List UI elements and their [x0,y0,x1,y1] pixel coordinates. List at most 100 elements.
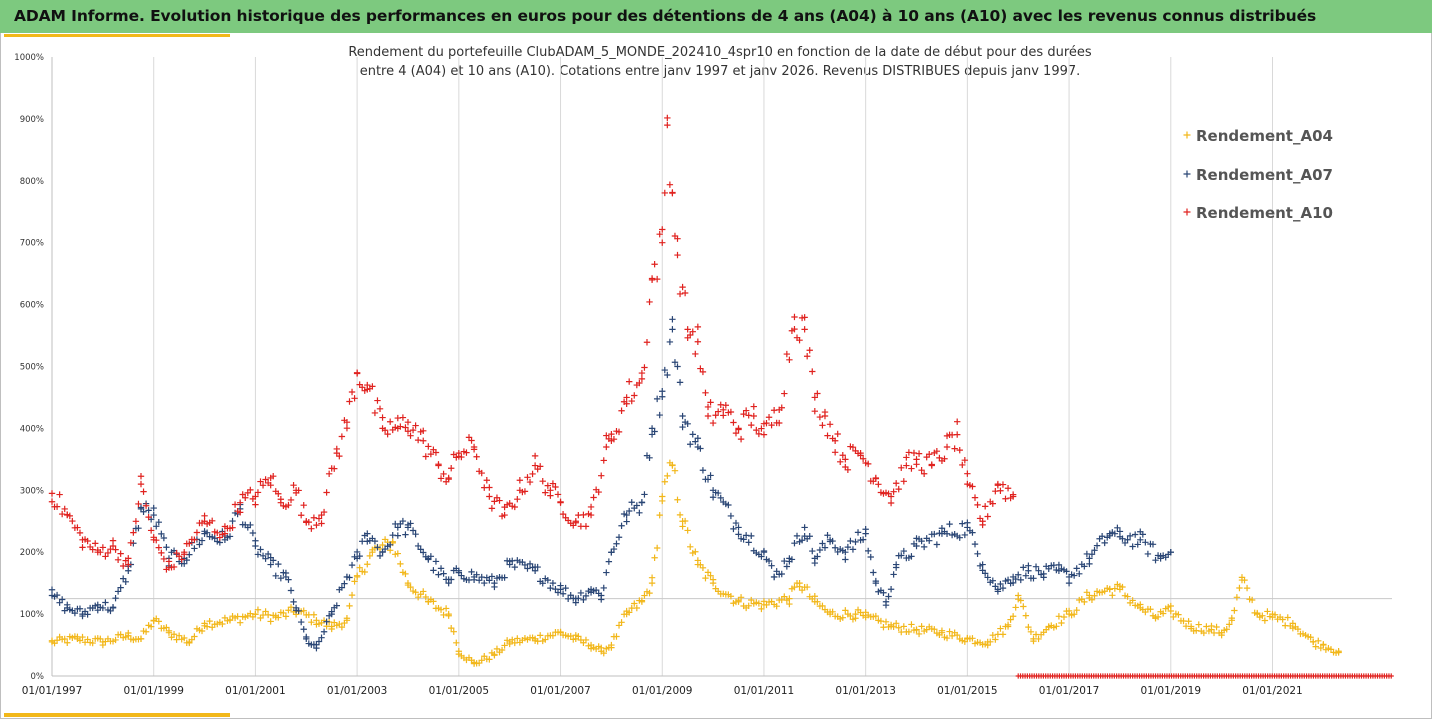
marker-rendement-a10 [74,524,81,531]
marker-rendement-a07 [735,531,742,538]
marker-rendement-a07 [473,571,480,578]
marker-rendement-a07 [526,560,534,568]
marker-rendement-a07 [409,527,417,534]
marker-rendement-a04 [913,626,920,634]
marker-rendement-a04 [803,583,811,591]
marker-rendement-a07 [196,541,203,548]
marker-rendement-a07 [659,388,666,395]
marker-rendement-a10 [371,409,379,417]
marker-rendement-a04 [1111,585,1119,592]
marker-rendement-a07 [959,520,966,527]
marker-rendement-a04 [1223,626,1230,633]
marker-rendement-a07 [1073,565,1080,572]
marker-rendement-a07 [140,508,147,515]
marker-rendement-a10 [730,419,737,426]
marker-rendement-a04 [1218,631,1225,639]
marker-rendement-a10 [331,465,338,472]
marker-rendement-a07 [254,551,262,558]
marker-rendement-a10 [623,400,630,407]
marker-rendement-a07 [486,577,493,584]
marker-rendement-a07 [430,567,437,574]
marker-rendement-a04 [343,615,351,622]
marker-rendement-a10 [559,510,567,518]
marker-rendement-a07 [252,537,259,544]
marker-rendement-a04 [684,527,691,534]
marker-rendement-a10 [755,430,763,438]
marker-rendement-a10 [826,421,834,428]
marker-rendement-a07 [420,549,427,556]
marker-rendement-a07 [976,562,984,570]
marker-rendement-a07 [549,579,557,587]
marker-rendement-a10 [933,447,941,455]
marker-rendement-a07 [1063,568,1070,575]
marker-rendement-a04 [348,591,356,599]
marker-rendement-a04 [282,613,290,620]
marker-rendement-a04 [748,596,755,604]
marker-rendement-a07 [745,539,752,546]
marker-rendement-a07 [346,574,353,581]
marker-rendement-a07 [341,580,348,587]
marker-rendement-a10 [526,478,534,486]
marker-rendement-a04 [953,631,961,639]
marker-rendement-a10 [915,450,923,457]
marker-rendement-a04 [648,574,656,581]
marker-rendement-a10 [603,443,610,451]
marker-rendement-a07 [552,585,559,593]
marker-rendement-a07 [641,491,648,498]
marker-rendement-a10 [336,452,343,460]
marker-rendement-a07 [956,534,963,541]
marker-rendement-a10 [951,445,958,452]
marker-rendement-a04 [877,617,885,625]
marker-rendement-a07 [770,573,778,581]
marker-rendement-a07 [768,562,775,569]
marker-rendement-a07 [1086,555,1093,562]
marker-rendement-a10 [343,424,351,432]
marker-rendement-a10 [425,443,432,450]
chart-title-line-1: Rendement du portefeuille ClubADAM_5_MON… [348,45,1092,60]
marker-rendement-a04 [175,632,183,639]
marker-rendement-a04 [989,632,996,639]
marker-rendement-a07 [707,472,714,479]
marker-rendement-a10 [351,395,358,402]
marker-rendement-a10 [872,475,880,482]
marker-rendement-a10 [783,350,791,358]
marker-rendement-a07 [605,558,613,565]
marker-rendement-a10 [895,485,902,493]
marker-rendement-a04 [786,600,793,608]
marker-rendement-a10 [638,375,646,383]
marker-rendement-a10 [809,368,816,375]
marker-rendement-a07 [684,420,691,428]
marker-rendement-a07 [1055,561,1063,569]
marker-rendement-a10 [636,379,643,387]
marker-rendement-a07 [153,523,160,530]
marker-rendement-a04 [501,642,508,649]
marker-rendement-a04 [961,638,969,645]
marker-rendement-a07 [885,593,892,600]
marker-rendement-a04 [852,615,859,622]
marker-rendement-a10 [776,419,783,427]
marker-rendement-a07 [676,379,684,386]
marker-rendement-a04 [620,611,628,618]
marker-rendement-a07 [727,512,735,520]
marker-rendement-a10 [763,419,770,427]
marker-rendement-a07 [740,536,747,543]
marker-rendement-a10 [491,498,498,505]
marker-rendement-a10 [175,553,183,560]
marker-rendement-a07 [651,428,658,435]
marker-rendement-a10 [262,476,269,483]
marker-rendement-a10 [514,495,521,503]
marker-rendement-a07 [488,573,496,580]
marker-rendement-a07 [1086,560,1093,568]
marker-rendement-a07 [402,531,409,538]
marker-rendement-a04 [1060,613,1068,621]
marker-rendement-a07 [689,431,696,438]
marker-rendement-a04 [567,632,574,640]
marker-rendement-a10 [422,453,429,460]
marker-rendement-a10 [994,482,1002,489]
marker-rendement-a07 [867,553,874,561]
marker-rendement-a10 [338,433,346,440]
marker-rendement-a04 [341,619,348,627]
marker-rendement-a04 [163,624,170,631]
marker-rendement-a07 [989,577,996,584]
marker-rendement-a04 [1030,637,1037,645]
